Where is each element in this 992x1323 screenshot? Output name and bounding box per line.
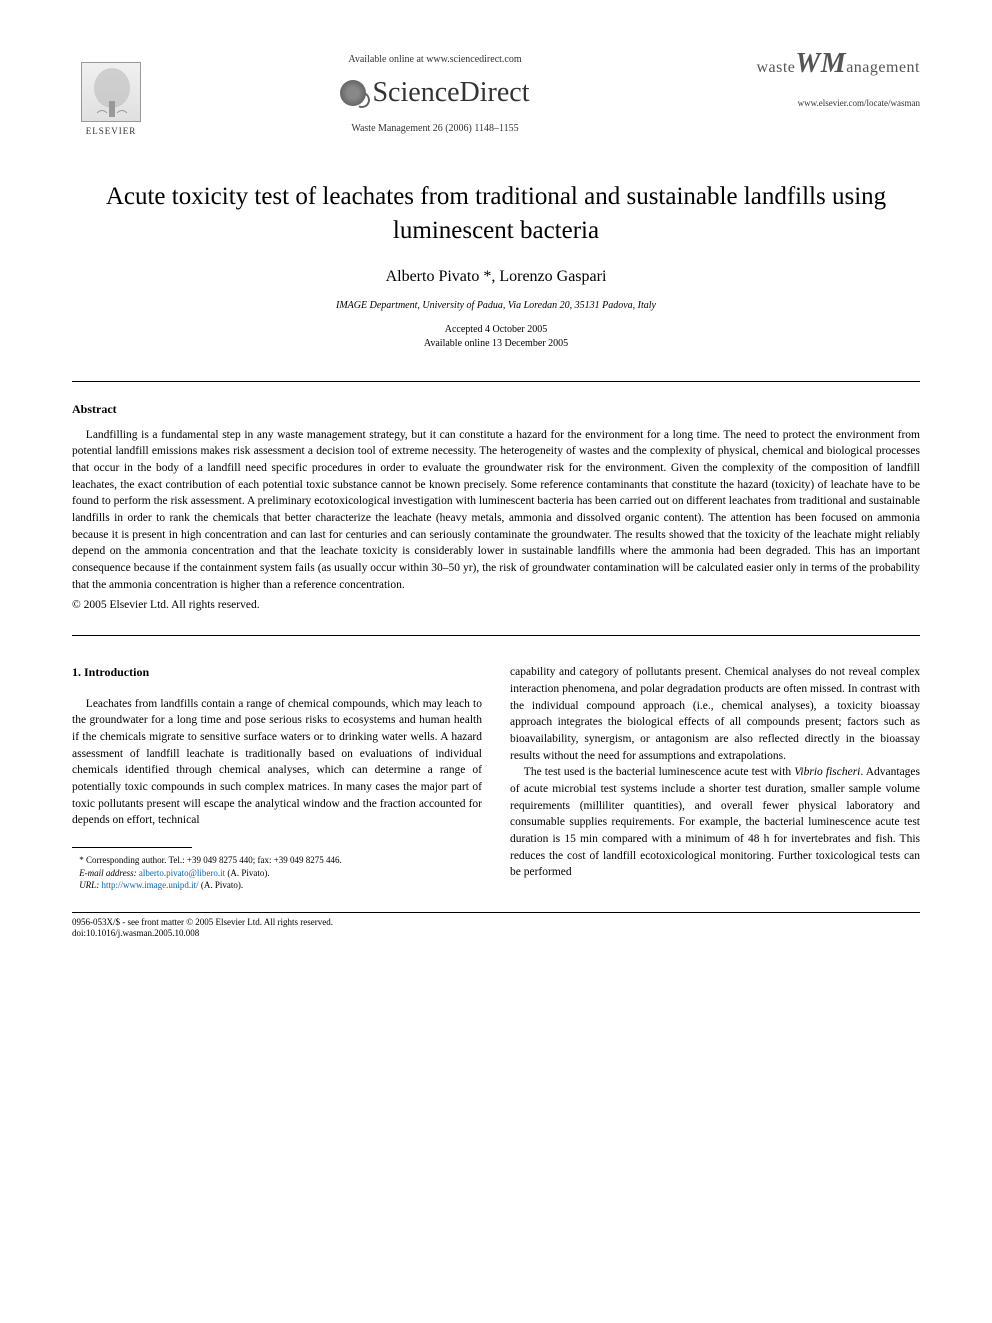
elsevier-tree-icon (81, 62, 141, 122)
sciencedirect-brand: ScienceDirect (150, 77, 720, 109)
abstract-heading: Abstract (72, 402, 920, 417)
center-header: Available online at www.sciencedirect.co… (150, 48, 720, 134)
footnote-divider (72, 847, 192, 848)
left-column: 1. Introduction Leachates from landfills… (72, 664, 482, 892)
species-name: Vibrio fischeri (794, 766, 860, 778)
url-line: URL: http://www.image.unipd.it/ (A. Piva… (72, 879, 482, 892)
email-line: E-mail address: alberto.pivato@libero.it… (72, 867, 482, 880)
intro-paragraph-2: The test used is the bacterial luminesce… (510, 764, 920, 881)
url-link[interactable]: http://www.image.unipd.it/ (101, 880, 198, 890)
footer: 0956-053X/$ - see front matter © 2005 El… (72, 912, 920, 940)
intro-paragraph-1-cont: capability and category of pollutants pr… (510, 664, 920, 764)
copyright-notice: © 2005 Elsevier Ltd. All rights reserved… (72, 599, 920, 611)
email-link[interactable]: alberto.pivato@libero.it (139, 868, 225, 878)
journal-reference: Waste Management 26 (2006) 1148–1155 (150, 123, 720, 134)
section-heading: 1. Introduction (72, 664, 482, 681)
journal-logo: wasteWManagement www.elsevier.com/locate… (720, 48, 920, 108)
corr-author-line: * Corresponding author. Tel.: +39 049 82… (72, 854, 482, 867)
publisher-name: ELSEVIER (86, 126, 137, 136)
available-online-text: Available online at www.sciencedirect.co… (150, 54, 720, 65)
header-row: ELSEVIER Available online at www.science… (72, 48, 920, 136)
authors: Alberto Pivato *, Lorenzo Gaspari (72, 268, 920, 286)
footer-doi: doi:10.1016/j.wasman.2005.10.008 (72, 928, 920, 940)
divider (72, 635, 920, 636)
footer-copyright: 0956-053X/$ - see front matter © 2005 El… (72, 917, 920, 929)
journal-url: www.elsevier.com/locate/wasman (720, 98, 920, 108)
right-column: capability and category of pollutants pr… (510, 664, 920, 892)
available-date: Available online 13 December 2005 (72, 337, 920, 351)
two-column-body: 1. Introduction Leachates from landfills… (72, 664, 920, 892)
waste-management-logo: wasteWManagement (720, 48, 920, 80)
intro-paragraph-1: Leachates from landfills contain a range… (72, 696, 482, 829)
accepted-date: Accepted 4 October 2005 (72, 323, 920, 337)
article-title: Acute toxicity test of leachates from tr… (102, 180, 890, 248)
corresponding-author-footnote: * Corresponding author. Tel.: +39 049 82… (72, 854, 482, 892)
affiliation: IMAGE Department, University of Padua, V… (72, 300, 920, 311)
divider (72, 381, 920, 382)
elsevier-logo: ELSEVIER (72, 48, 150, 136)
abstract-text: Landfilling is a fundamental step in any… (72, 427, 920, 594)
publication-dates: Accepted 4 October 2005 Available online… (72, 323, 920, 351)
sciencedirect-icon (340, 80, 366, 106)
sciencedirect-text: ScienceDirect (372, 77, 529, 109)
